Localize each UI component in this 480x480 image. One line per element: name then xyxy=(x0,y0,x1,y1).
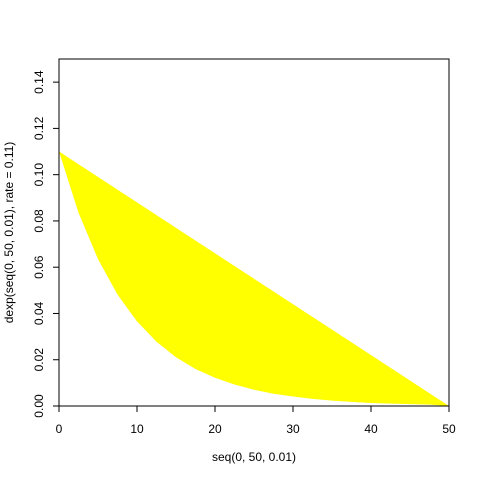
plot-area xyxy=(59,151,449,406)
y-tick-label: 0.02 xyxy=(32,348,46,372)
y-axis-label: dexp(seq(0, 50, 0.01), rate = 0.11) xyxy=(2,142,16,324)
y-tick-label: 0.00 xyxy=(32,394,46,418)
x-tick-label: 0 xyxy=(56,422,63,436)
y-tick-label: 0.04 xyxy=(32,301,46,325)
y-tick-label: 0.08 xyxy=(32,209,46,233)
y-tick-label: 0.12 xyxy=(32,116,46,140)
x-tick-label: 50 xyxy=(442,422,456,436)
x-tick-label: 20 xyxy=(208,422,222,436)
y-tick-label: 0.14 xyxy=(32,70,46,94)
y-axis: 0.00 0.02 0.04 0.06 0.08 0.10 0.12 0.14 xyxy=(32,70,60,418)
x-axis: 0 10 20 30 40 50 xyxy=(56,405,456,436)
y-tick-label: 0.10 xyxy=(32,163,46,187)
x-axis-label: seq(0, 50, 0.01) xyxy=(212,450,296,464)
x-tick-label: 30 xyxy=(286,422,300,436)
x-tick-label: 10 xyxy=(130,422,144,436)
filled-area xyxy=(59,151,449,406)
x-tick-label: 40 xyxy=(364,422,378,436)
y-tick-label: 0.06 xyxy=(32,255,46,279)
